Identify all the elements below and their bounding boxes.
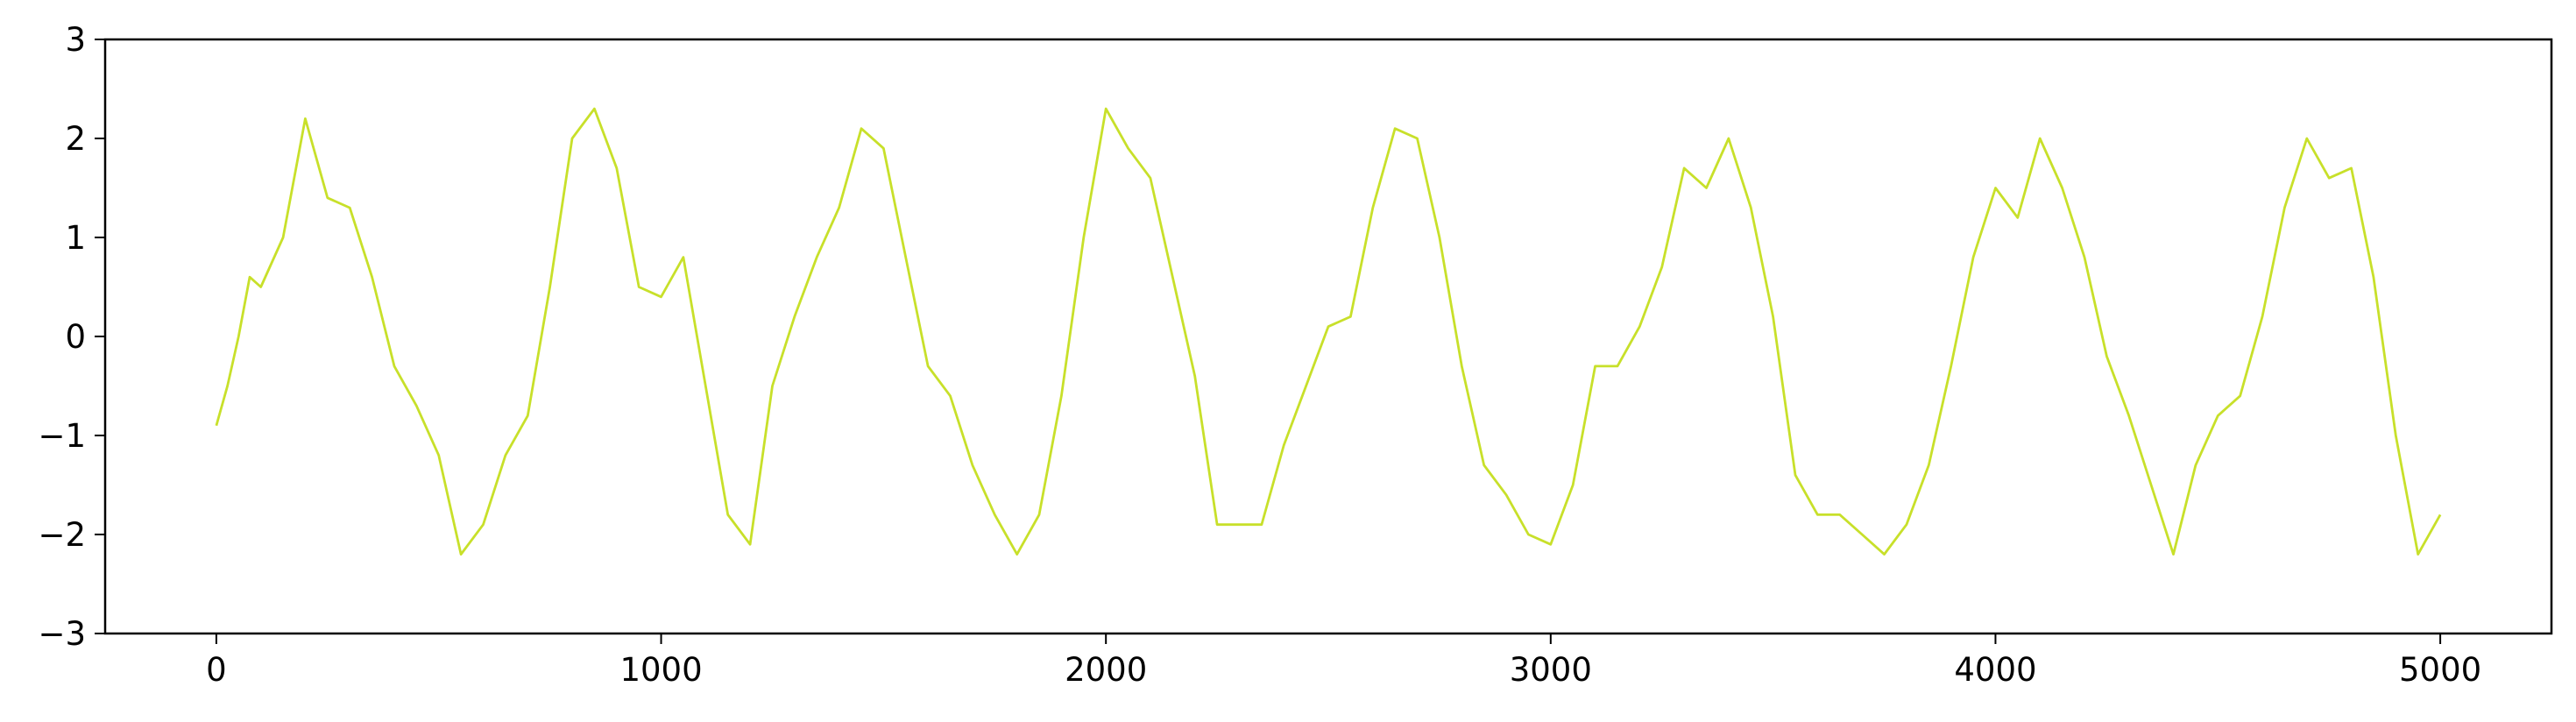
plot-area <box>215 107 2442 556</box>
series-line-0 <box>215 107 2442 556</box>
x-tick-label: 1000 <box>619 651 702 689</box>
x-tick-label: 0 <box>206 651 227 689</box>
axes-frame <box>103 38 2553 635</box>
y-tick-label: 3 <box>65 21 86 59</box>
x-tick-label: 2000 <box>1065 651 1147 689</box>
x-tick-label: 3000 <box>1510 651 1592 689</box>
y-tick-label: −1 <box>38 417 86 455</box>
x-tick-label: 5000 <box>2399 651 2481 689</box>
y-tick-label: 2 <box>65 120 86 158</box>
y-tick-label: −2 <box>38 516 86 554</box>
axis-ticks: 0 1000 2000 3000 4000 5000 −3 −2 −1 0 1 2 3 <box>38 21 2481 689</box>
y-tick-label: 1 <box>65 219 86 257</box>
x-tick-label: 4000 <box>1954 651 2036 689</box>
y-tick-label: −3 <box>38 615 86 653</box>
y-tick-label: 0 <box>65 318 86 356</box>
